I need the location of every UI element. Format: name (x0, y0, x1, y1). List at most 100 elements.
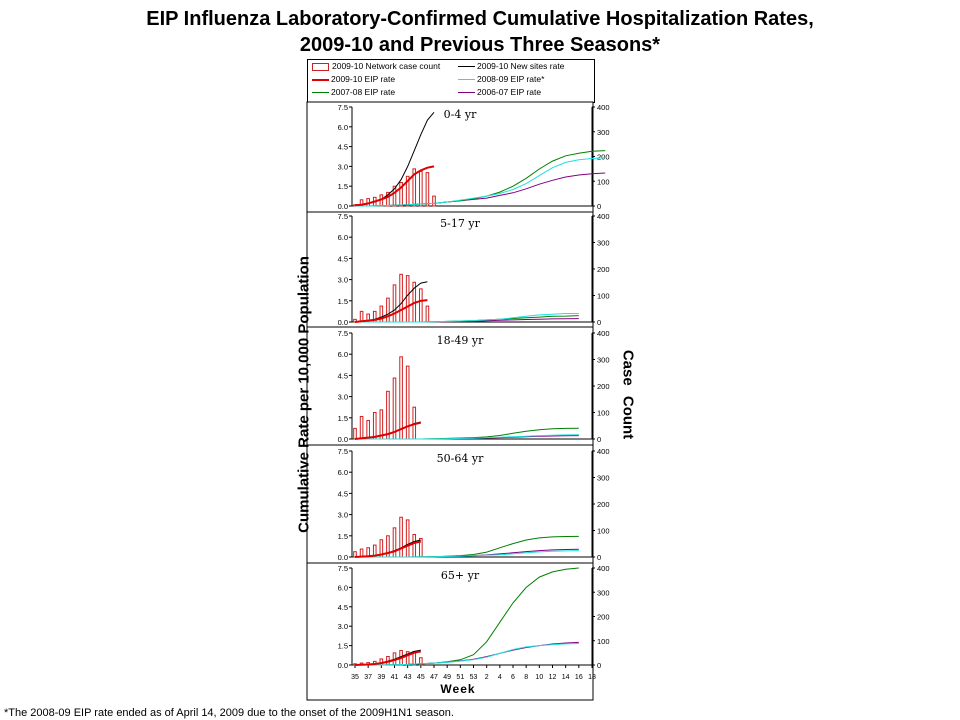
x-tick-label: 37 (364, 674, 372, 681)
y-right-tick-label: 400 (597, 564, 610, 573)
legend-item-new-sites-rate: 2009-10 New sites rate (458, 61, 564, 72)
legend-label: 2009-10 Network case count (332, 61, 441, 71)
x-tick-label: 41 (391, 674, 399, 681)
y-right-tick-label: 300 (597, 356, 610, 365)
x-tick-label: 18 (588, 674, 596, 681)
legend-item-network-case-count: 2009-10 Network case count (312, 61, 440, 72)
case-count-bar (392, 284, 397, 323)
case-count-bar (419, 288, 423, 323)
x-tick-label: 16 (575, 674, 583, 681)
legend-swatch (312, 62, 329, 71)
x-tick-label: 47 (430, 674, 438, 681)
x-tick-label: 2 (485, 674, 489, 681)
case-count-bar (405, 651, 410, 666)
footnote: *The 2008-09 EIP rate ended as of April … (4, 707, 454, 719)
panel-frame (306, 101, 594, 213)
y-left-tick-label: 7.5 (338, 212, 348, 221)
y-right-tick-label: 100 (597, 409, 610, 418)
y-left-tick-label: 3.0 (338, 622, 348, 631)
y-right-tick-label: 300 (597, 588, 610, 597)
x-tick-label: 39 (377, 674, 385, 681)
y-right-tick-label: 100 (597, 292, 610, 301)
x-tick-label: 6 (511, 674, 515, 681)
case-count-bar (353, 427, 357, 440)
y-right-tick-label: 300 (597, 474, 610, 483)
case-count-bar (425, 305, 430, 323)
y-right-tick-label: 0 (597, 202, 601, 211)
case-count-bar (392, 377, 397, 440)
series-line-eip-2008 (355, 643, 579, 666)
y-right-tick-label: 400 (597, 447, 610, 456)
legend-item-eip-2008: 2008-09 EIP rate* (458, 74, 544, 85)
y-left-tick-label: 1.5 (338, 182, 348, 191)
y-right-tick-label: 300 (597, 239, 610, 248)
case-count-bar (392, 185, 397, 207)
legend-swatch (312, 78, 329, 81)
y-right-tick-label: 400 (597, 329, 610, 338)
y-left-tick-label: 7.5 (338, 447, 348, 456)
chart-title-line1: EIP Influenza Laboratory-Confirmed Cumul… (146, 8, 814, 30)
case-count-bar (386, 191, 390, 207)
series-line-eip-2009 (354, 650, 421, 666)
chart-title-line2: 2009-10 and Previous Three Seasons* (299, 34, 661, 56)
x-tick-label: 14 (562, 674, 570, 681)
y-left-tick-label: 1.5 (338, 297, 348, 306)
case-count-bar (425, 172, 430, 207)
legend-label: 2009-10 New sites rate (477, 61, 565, 71)
case-count-bar (399, 516, 403, 558)
case-count-bar (419, 657, 423, 666)
y-right-tick-label: 300 (597, 128, 610, 137)
series-line-eip-2008 (355, 157, 606, 207)
case-count-bar (392, 527, 397, 558)
x-tick-label: 51 (456, 674, 464, 681)
y-left-tick-label: 6.0 (338, 123, 348, 132)
y-right-tick-label: 100 (597, 177, 610, 186)
y-left-tick-label: 1.5 (338, 642, 348, 651)
y-left-tick-label: 4.5 (338, 603, 348, 612)
case-count-bar (405, 175, 410, 207)
y-left-tick-label: 4.5 (338, 254, 348, 263)
y-right-tick-label: 400 (597, 103, 610, 112)
case-count-bar (419, 170, 423, 207)
case-count-bar (412, 533, 417, 558)
y-left-tick-label: 6.0 (338, 468, 348, 477)
panel-age-label: 0-4 yr (444, 108, 477, 121)
y-right-tick-label: 400 (597, 212, 610, 221)
x-tick-label: 12 (549, 674, 557, 681)
y-right-tick-label: 100 (597, 637, 610, 646)
legend-label: 2008-09 EIP rate* (477, 74, 545, 84)
panel-frame (306, 211, 594, 328)
case-count-bar (399, 181, 403, 207)
series-line-eip-2009 (354, 165, 435, 207)
y-axis-right-label: Case Count (619, 349, 637, 440)
y-left-tick-label: 7.5 (338, 564, 348, 573)
y-left-tick-label: 4.5 (338, 143, 348, 152)
series-line-eip-2008 (355, 434, 579, 440)
case-count-bar (366, 419, 370, 440)
panel-frame (306, 444, 594, 564)
y-left-tick-label: 6.0 (338, 233, 348, 242)
y-left-tick-label: 6.0 (338, 350, 348, 359)
series-line-eip-2009 (354, 540, 422, 558)
y-right-tick-label: 200 (597, 613, 610, 622)
x-tick-label: 53 (470, 674, 478, 681)
y-right-tick-label: 200 (597, 265, 610, 274)
legend-swatch (458, 66, 475, 68)
case-count-bar (432, 195, 436, 207)
case-count-bar (405, 519, 410, 558)
case-count-bar (399, 273, 403, 323)
y-left-tick-label: 3.0 (338, 276, 348, 285)
y-right-tick-label: 0 (597, 553, 601, 562)
panel-age-label: 18-49 yr (437, 334, 484, 347)
y-right-tick-label: 200 (597, 153, 610, 162)
series-line-eip-2009 (354, 299, 428, 323)
panel-age-label: 50-64 yr (437, 452, 484, 465)
y-axis-left-label: Cumulative Rate per 10,000 Population (295, 256, 313, 533)
case-count-bar (372, 412, 377, 440)
x-tick-label: 35 (351, 674, 359, 681)
legend-label: 2006-07 EIP rate (477, 87, 542, 97)
x-tick-label: 43 (404, 674, 412, 681)
case-count-bar (399, 356, 403, 440)
y-right-tick-label: 200 (597, 382, 610, 391)
legend-item-eip-2007: 2007-08 EIP rate (312, 87, 395, 98)
